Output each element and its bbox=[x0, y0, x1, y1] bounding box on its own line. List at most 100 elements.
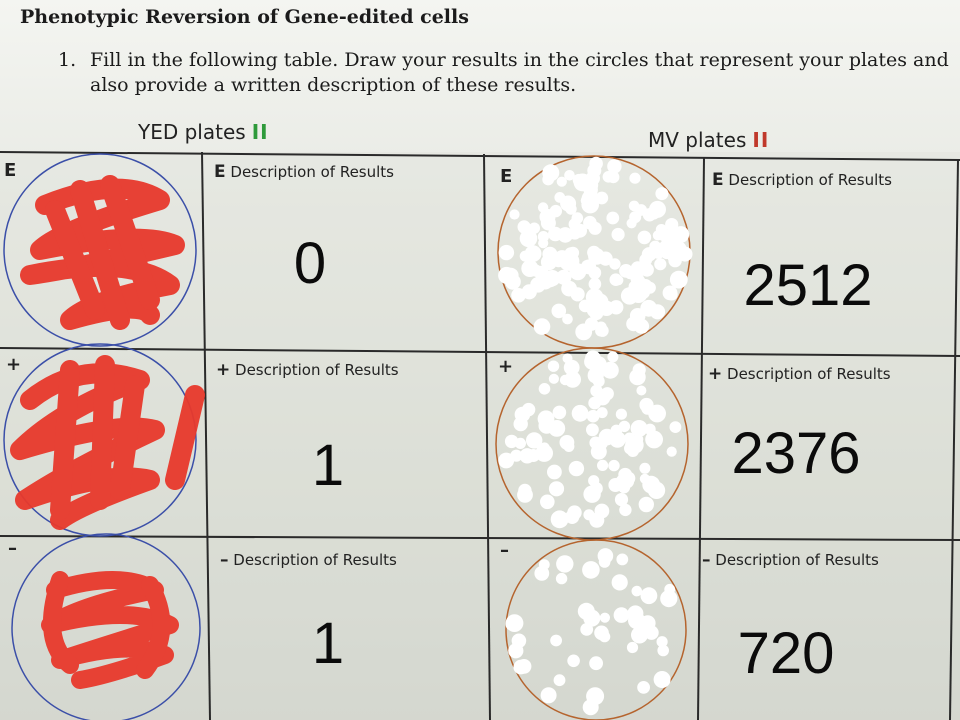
colony-dot bbox=[669, 270, 688, 289]
colony-dot bbox=[540, 494, 555, 510]
colony-dot bbox=[510, 449, 523, 462]
colony-dot bbox=[631, 626, 648, 644]
colony-dot bbox=[540, 687, 557, 704]
colony-dot bbox=[505, 267, 517, 279]
colony-dot bbox=[636, 385, 647, 396]
colony-dot bbox=[637, 681, 650, 694]
mv-plate-e-colonies bbox=[498, 156, 693, 341]
colony-dot bbox=[588, 221, 602, 235]
mv-row-mark-plus: + bbox=[498, 356, 514, 377]
colony-dot bbox=[549, 204, 562, 218]
colony-dot bbox=[540, 254, 558, 271]
colony-dot bbox=[519, 229, 538, 248]
colony-dot bbox=[559, 374, 571, 386]
yed-plate-plus bbox=[3, 343, 197, 537]
colony-dot bbox=[607, 159, 622, 174]
colony-dot bbox=[608, 459, 620, 472]
mv-row-mark-minus: – bbox=[500, 540, 509, 561]
instruction-number: 1. bbox=[58, 49, 77, 71]
mv-plates-header: MV plates II bbox=[648, 128, 769, 152]
row-mark-plus: + bbox=[6, 354, 22, 375]
colony-dot bbox=[669, 421, 682, 433]
colony-dot bbox=[542, 164, 560, 182]
colony-dot bbox=[538, 383, 551, 395]
colony-dot bbox=[564, 170, 575, 181]
colony-dot bbox=[584, 317, 599, 331]
colony-dot bbox=[629, 172, 641, 184]
colony-dot bbox=[588, 277, 602, 291]
colony-dot bbox=[513, 659, 528, 675]
colony-dot bbox=[521, 402, 536, 417]
colony-dot bbox=[640, 299, 658, 317]
colony-dot bbox=[551, 303, 567, 319]
yed-plate-e bbox=[3, 153, 197, 347]
colony-dot bbox=[505, 619, 516, 631]
colony-dot bbox=[611, 574, 628, 591]
colony-dot bbox=[550, 510, 569, 529]
colony-dot bbox=[563, 359, 580, 376]
colony-dot bbox=[628, 200, 640, 212]
colony-dot bbox=[583, 609, 601, 627]
colony-dot bbox=[518, 483, 532, 498]
colony-dot bbox=[571, 212, 584, 224]
colony-dot bbox=[616, 553, 629, 566]
colony-dot bbox=[656, 636, 668, 648]
colony-dot bbox=[602, 171, 615, 183]
colony-dot bbox=[555, 572, 568, 585]
colony-dot bbox=[654, 258, 667, 271]
colony-dot bbox=[511, 288, 526, 303]
colony-dot bbox=[548, 226, 563, 242]
page-title: Phenotypic Reversion of Gene-edited cell… bbox=[20, 6, 469, 28]
colony-dot bbox=[582, 561, 600, 579]
colony-dot bbox=[547, 360, 560, 372]
colony-dot bbox=[615, 474, 631, 490]
instruction-text: Fill in the following table. Draw your r… bbox=[90, 49, 949, 96]
yed-e-count: 0 bbox=[293, 231, 327, 296]
colony-dot bbox=[587, 245, 601, 260]
colony-dot bbox=[526, 432, 543, 449]
colony-dot bbox=[666, 446, 677, 457]
colony-dot bbox=[611, 227, 625, 242]
colony-dot bbox=[581, 260, 592, 271]
colony-dot bbox=[661, 248, 672, 260]
colony-dot bbox=[639, 615, 656, 631]
yed-plate-plus-scribble bbox=[10, 355, 205, 530]
yed-tally-marks: II bbox=[251, 120, 269, 144]
yed-e-description-label: E Description of Results bbox=[214, 162, 394, 182]
colony-dot bbox=[609, 273, 623, 287]
colony-dot bbox=[626, 641, 639, 654]
colony-dot bbox=[647, 481, 666, 499]
colony-dot bbox=[624, 432, 635, 444]
colony-dot bbox=[586, 423, 599, 437]
mv-plate-minus-colonies bbox=[505, 548, 678, 716]
colony-dot bbox=[592, 375, 605, 388]
colony-dot bbox=[519, 448, 535, 464]
colony-dot bbox=[589, 656, 603, 671]
colony-dot bbox=[567, 654, 580, 668]
yed-minus-description-label: – Description of Results bbox=[220, 550, 397, 570]
mv-plus-description-label: + Description of Results bbox=[708, 364, 891, 384]
yed-minus-count: 1 bbox=[311, 611, 345, 676]
colony-dot bbox=[521, 259, 539, 277]
colony-dot bbox=[643, 281, 656, 294]
colony-dot bbox=[618, 420, 631, 433]
colony-dot bbox=[562, 313, 573, 325]
colony-dot bbox=[609, 258, 621, 270]
colony-dot bbox=[598, 630, 611, 643]
colony-dot bbox=[637, 230, 652, 245]
colony-dot bbox=[657, 644, 669, 657]
yed-plates-label: YED plates bbox=[138, 120, 246, 144]
colony-dot bbox=[556, 176, 567, 187]
colony-dot bbox=[571, 404, 589, 422]
colony-dot bbox=[538, 238, 549, 249]
colony-dot bbox=[665, 225, 683, 244]
colony-dot bbox=[550, 634, 562, 647]
colony-dot bbox=[498, 244, 515, 261]
yed-plate-minus-scribble bbox=[41, 571, 179, 689]
yed-plates-header: YED plates II bbox=[138, 120, 269, 144]
colony-dot bbox=[665, 288, 678, 301]
mv-plate-minus bbox=[505, 539, 687, 720]
colony-dot bbox=[553, 674, 566, 687]
yed-plus-description-label: + Description of Results bbox=[216, 360, 399, 380]
